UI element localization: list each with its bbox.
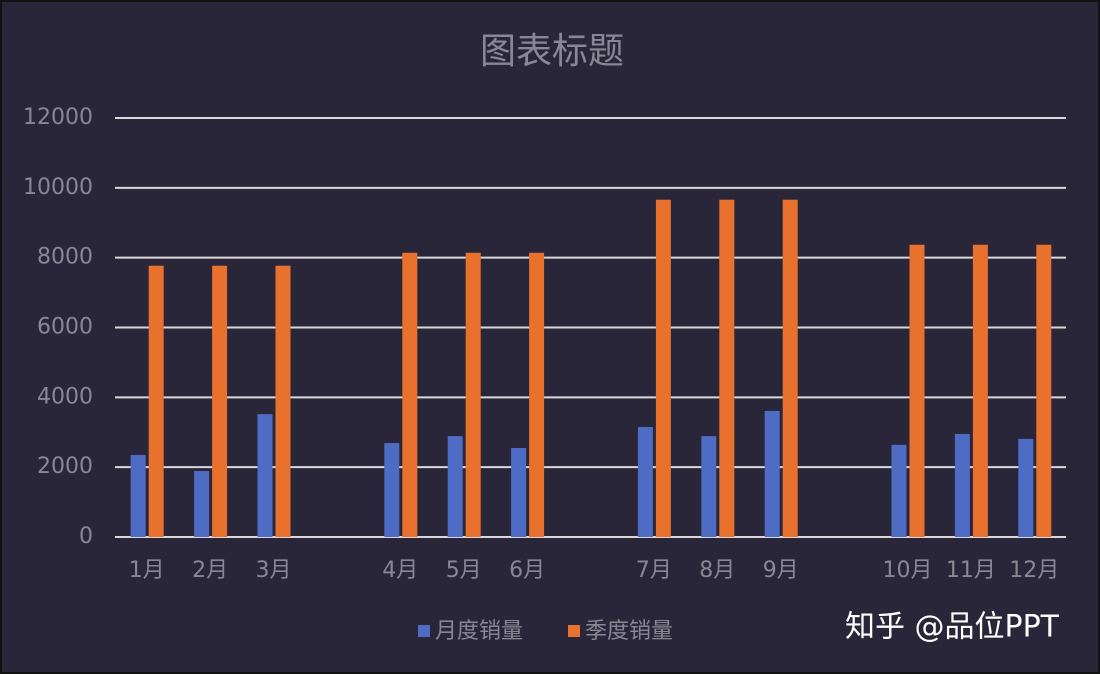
bar xyxy=(719,199,735,537)
x-tick-label: 1月 xyxy=(129,558,165,583)
legend-label: 季度销量 xyxy=(585,619,673,644)
bar xyxy=(909,244,925,537)
y-tick-label: 10000 xyxy=(23,175,93,200)
bar xyxy=(972,244,988,537)
y-tick-label: 12000 xyxy=(23,105,93,130)
bar xyxy=(954,433,970,537)
bar xyxy=(447,436,463,537)
y-tick-label: 8000 xyxy=(37,245,93,270)
bar xyxy=(130,454,146,537)
bar xyxy=(194,471,210,537)
legend-swatch xyxy=(418,625,430,637)
x-tick-label: 5月 xyxy=(446,558,482,583)
chart-title: 图表标题 xyxy=(480,31,624,72)
bar xyxy=(891,444,907,537)
bar xyxy=(402,252,418,538)
watermark: 知乎 @品位PPT xyxy=(845,610,1060,645)
x-tick-label: 10月 xyxy=(883,558,933,583)
bar xyxy=(764,410,780,537)
y-tick-label: 2000 xyxy=(37,454,93,479)
x-tick-label: 7月 xyxy=(636,558,672,583)
bar xyxy=(701,436,717,537)
bar xyxy=(257,414,273,537)
bar xyxy=(782,199,798,537)
x-tick-label: 4月 xyxy=(382,558,418,583)
x-tick-label: 12月 xyxy=(1009,558,1059,583)
y-tick-label: 6000 xyxy=(37,315,93,340)
bar xyxy=(275,265,291,537)
bar xyxy=(212,265,228,537)
x-tick-label: 8月 xyxy=(699,558,735,583)
bar xyxy=(384,443,400,537)
x-tick-label: 3月 xyxy=(256,558,292,583)
x-tick-label: 6月 xyxy=(509,558,545,583)
bar xyxy=(529,252,545,538)
x-tick-label: 9月 xyxy=(763,558,799,583)
x-tick-label: 11月 xyxy=(946,558,996,583)
bar xyxy=(511,447,527,537)
bar xyxy=(637,427,653,537)
bar xyxy=(465,252,481,538)
legend-label: 月度销量 xyxy=(435,619,523,644)
legend-swatch xyxy=(568,625,580,637)
bar xyxy=(655,199,671,537)
bar xyxy=(1018,438,1034,537)
y-tick-label: 4000 xyxy=(37,384,93,409)
x-tick-label: 2月 xyxy=(192,558,228,583)
bar xyxy=(1036,244,1052,537)
y-tick-label: 0 xyxy=(79,524,93,549)
bar xyxy=(148,265,164,537)
